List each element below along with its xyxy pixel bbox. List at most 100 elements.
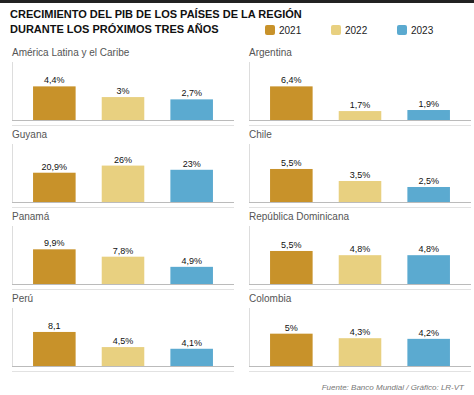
panel-title: Colombia	[249, 293, 292, 304]
panel: República Dominicana 2021 2022 2023 5,5% 4,8%…	[249, 211, 471, 290]
data-label: 4,8%	[418, 244, 439, 254]
data-labels: 4,4% 3% 2,7%	[44, 75, 202, 98]
panel: Panamá2021202220239,9%7,8%4,9%	[12, 211, 234, 290]
value-axis	[12, 62, 13, 120]
separator	[12, 207, 234, 208]
bars: 2021 2022 2023	[270, 86, 450, 120]
data-label: 5,5%	[281, 240, 302, 250]
data-label: 8,1	[48, 321, 61, 331]
separator	[12, 371, 234, 372]
panel: Guyana 2021 2022 2023 20,9% 26% 23%	[12, 129, 234, 208]
subtitle: DURANTE LOS PRÓXIMOS TRES AÑOS	[10, 23, 219, 35]
data-labels: 6,4%1,7%1,9%	[281, 75, 439, 110]
data-label: 4,2%	[418, 328, 439, 338]
data-label: 3%	[116, 86, 129, 96]
panel-title: Guyana	[12, 129, 47, 140]
data-label: 4,9%	[181, 256, 202, 266]
bar: 2023	[170, 349, 213, 366]
baseline	[249, 284, 471, 285]
panel: Argentina 2021 2022 20236,4%1,7%1,9%	[249, 47, 471, 126]
data-label: 5%	[285, 323, 298, 333]
bar: 2021	[270, 86, 313, 120]
bars: 2021 2022 2023	[270, 251, 450, 284]
bar: 2021	[270, 169, 313, 202]
data-label: 2,5%	[418, 176, 439, 186]
bars: 202120222023	[33, 332, 213, 366]
data-label: 7,8%	[113, 246, 134, 256]
data-labels: 8,1 4,5% 4,1%	[48, 321, 202, 348]
separator	[249, 207, 471, 208]
bar: 2023	[407, 255, 450, 284]
separator	[12, 289, 234, 290]
separator	[249, 289, 471, 290]
source-note: Fuente: Banco Mundial / Gráfico: LR-VT	[322, 383, 465, 392]
separator	[249, 371, 471, 372]
bar: 2023	[407, 187, 450, 202]
baseline	[249, 120, 471, 121]
panel: Perú 2021202220238,1 4,5% 4,1%	[12, 293, 234, 372]
data-label: 2,7%	[181, 88, 202, 98]
title: CRECIMIENTO DEL PIB DE LOS PAÍSES DE LA …	[10, 8, 302, 20]
panel-title: República Dominicana	[249, 211, 349, 222]
value-axis	[249, 144, 250, 202]
data-label: 4,8%	[350, 244, 371, 254]
bar: 2022	[102, 97, 145, 120]
panel-title: Panamá	[12, 211, 50, 222]
baseline	[12, 202, 234, 203]
separator	[12, 125, 234, 126]
bar: 2021	[270, 251, 313, 284]
bars: 2021 2022 2023	[33, 86, 213, 120]
data-label: 4,3%	[350, 327, 371, 337]
legend: 202120222023	[265, 25, 434, 36]
bar: 2022	[102, 166, 145, 202]
data-label: 23%	[183, 159, 201, 169]
data-label: 4,4%	[44, 75, 65, 85]
data-label: 9,9%	[44, 238, 65, 248]
bar: 2022	[339, 181, 382, 202]
bar: 2023	[170, 99, 213, 120]
panel-title: Chile	[249, 129, 272, 140]
data-label: 3,5%	[350, 170, 371, 180]
data-label: 4,5%	[113, 336, 134, 346]
data-labels: 5,5% 4,8% 4,8%	[281, 240, 439, 254]
value-axis	[249, 226, 250, 284]
data-labels: 5% 4,3% 4,2%	[285, 323, 439, 338]
data-labels: 9,9% 7,8% 4,9%	[44, 238, 202, 266]
chart-root: CRECIMIENTO DEL PIB DE LOS PAÍSES DE LA …	[0, 0, 474, 395]
bar: 2023	[170, 267, 213, 284]
value-axis	[249, 308, 250, 366]
bar: 2022	[102, 257, 145, 284]
bar: 2021	[33, 86, 76, 120]
value-axis	[12, 144, 13, 202]
bar: 2023	[407, 110, 450, 120]
panel-title: Argentina	[249, 47, 292, 58]
data-label: 20,9%	[42, 162, 68, 172]
value-axis	[12, 226, 13, 284]
data-label: 1,9%	[418, 99, 439, 109]
bars: 202120222023	[270, 334, 450, 366]
data-label: 6,4%	[281, 75, 302, 85]
bar: 2021	[33, 173, 76, 202]
legend-swatch	[397, 25, 407, 35]
bar: 2023	[170, 170, 213, 202]
baseline	[12, 284, 234, 285]
baseline	[249, 366, 471, 367]
data-label: 26%	[114, 155, 132, 165]
legend-swatch	[265, 25, 275, 35]
bar: 2021	[33, 332, 76, 366]
bars: 2021 2022 2023	[270, 169, 450, 202]
legend-label: 2022	[345, 25, 368, 36]
data-label: 5,5%	[281, 158, 302, 168]
bar: 2022	[339, 255, 382, 284]
data-labels: 5,5% 3,5% 2,5%	[281, 158, 439, 186]
baseline	[249, 202, 471, 203]
baseline	[12, 120, 234, 121]
data-label: 4,1%	[181, 338, 202, 348]
panel-title: Perú	[12, 293, 33, 304]
bar: 2022	[339, 111, 382, 120]
separator	[249, 125, 471, 126]
panel-title: América Latina y el Caribe	[12, 47, 130, 58]
top-rule	[0, 0, 474, 3]
bar: 2023	[407, 339, 450, 366]
bar: 2021	[270, 334, 313, 366]
